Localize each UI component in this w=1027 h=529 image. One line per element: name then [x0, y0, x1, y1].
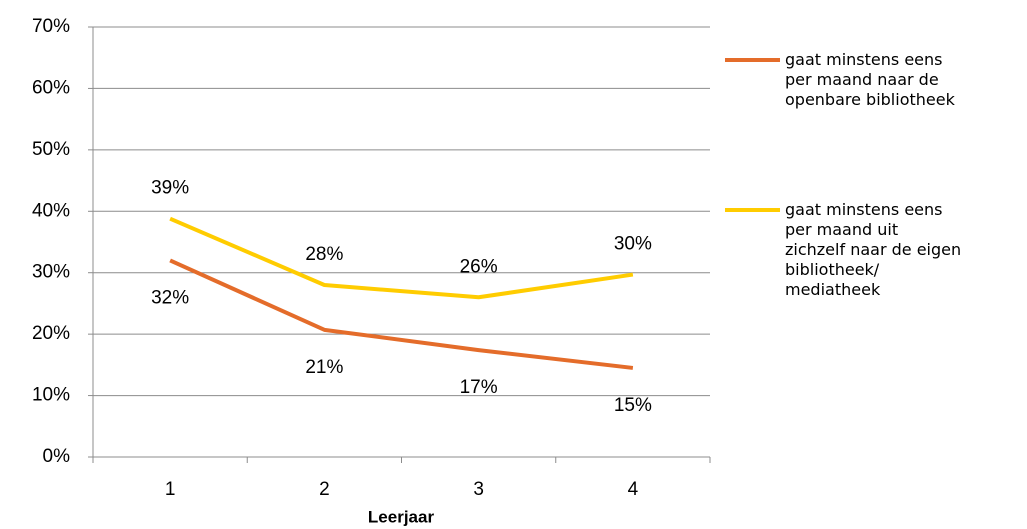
legend-label: gaat minstens eens per maand naar de ope…: [785, 50, 955, 109]
y-tick-label: 30%: [32, 262, 70, 283]
series-line: [169, 258, 634, 370]
data-label: 21%: [305, 357, 343, 378]
y-tick-label: 10%: [32, 385, 70, 406]
legend-label: gaat minstens eens per maand uit zichzel…: [785, 200, 962, 299]
data-label: 28%: [305, 244, 343, 265]
y-tick-label: 70%: [32, 16, 70, 37]
data-label: 15%: [614, 395, 652, 416]
y-tick-label: 20%: [32, 323, 70, 344]
data-label: 26%: [460, 256, 498, 277]
x-tick-label: 4: [628, 479, 639, 500]
y-tick-label: 40%: [32, 200, 70, 221]
y-tick-label: 50%: [32, 139, 70, 160]
data-label: 30%: [614, 234, 652, 255]
data-label: 39%: [151, 178, 189, 199]
data-label: 17%: [460, 377, 498, 398]
x-tick-label: 3: [473, 479, 484, 500]
x-axis-label: Leerjaar: [368, 507, 435, 526]
y-tick-label: 60%: [32, 77, 70, 98]
data-label: 32%: [151, 287, 189, 308]
x-tick-label: 2: [319, 479, 330, 500]
y-tick-label: 0%: [43, 446, 71, 467]
x-tick-label: 1: [165, 479, 176, 500]
series-line: [169, 216, 634, 300]
